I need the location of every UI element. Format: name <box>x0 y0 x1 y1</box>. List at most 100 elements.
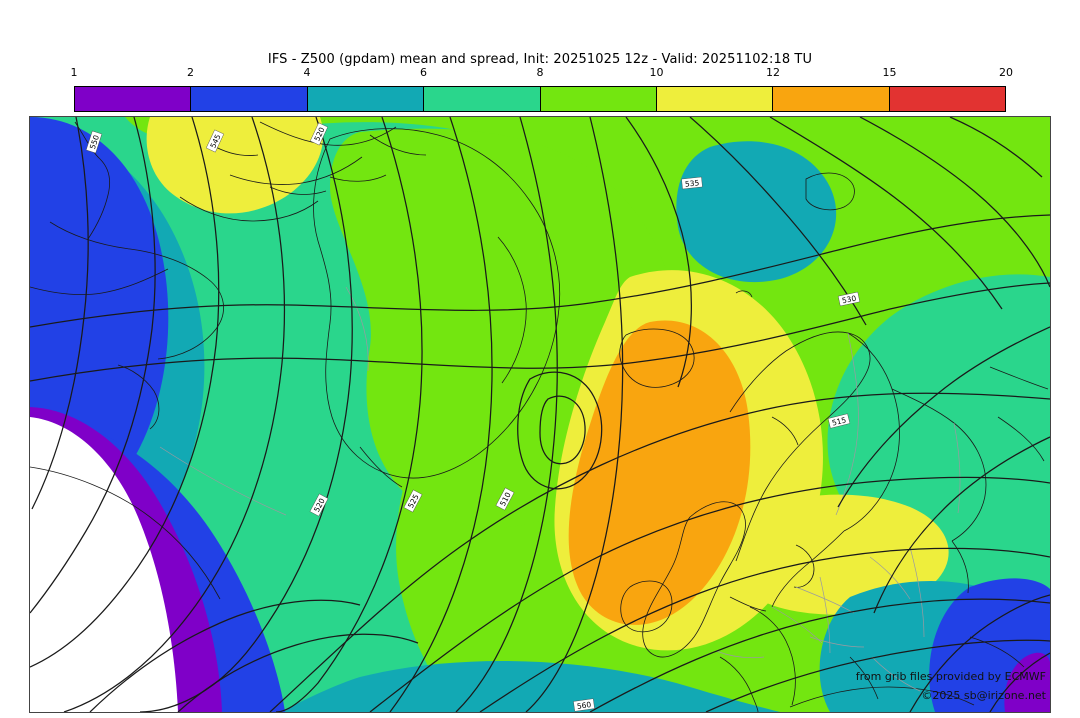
coastline-devon <box>229 156 363 185</box>
contour-525-a <box>455 117 558 712</box>
map-canvas[interactable]: 550 545 520 535 530 <box>29 116 1051 713</box>
coastline-archipelago-2 <box>269 186 327 195</box>
contour-520-zonal <box>30 214 1050 328</box>
coastline-baltic-states <box>951 540 969 594</box>
coastline-france <box>749 606 796 706</box>
contour-label-text: 550 <box>88 134 101 151</box>
colorbar-segment-10-12 <box>656 87 774 111</box>
coastline-norway-fjords <box>771 416 799 446</box>
coastline-hudson <box>30 268 169 295</box>
contour-label-text: 515 <box>831 415 847 427</box>
contour-555 <box>30 117 156 614</box>
colorbar-tick-7: 15 <box>882 66 897 79</box>
contour-ridge-greenland <box>625 117 692 388</box>
border-scandinavia <box>835 332 859 516</box>
coastline-sweden <box>843 332 900 532</box>
border-france-spain <box>715 650 765 659</box>
coastline-svalbard <box>805 172 855 211</box>
colorbar-segment-1-2 <box>75 87 192 111</box>
z500-contour-layer <box>30 117 1050 712</box>
contour-label-layer: 550 545 520 535 530 <box>85 122 861 712</box>
contour-arctic-ne-1 <box>769 117 1003 310</box>
contour-label-group: 550 <box>85 130 103 154</box>
coastline-archipelago-3 <box>329 174 387 182</box>
coastline-channel <box>729 596 767 612</box>
spread-band-1-2-southeast <box>1004 652 1050 712</box>
coastline-norway <box>729 331 871 562</box>
colorbar-tick-3: 6 <box>420 66 427 79</box>
coastline-labrador <box>49 221 224 360</box>
contour-label-group: 515 <box>827 413 851 429</box>
contour-ridge-arctic <box>689 117 867 326</box>
coastline-ellesmere <box>259 121 397 146</box>
coastline-iberia <box>719 656 759 712</box>
border-central-europe-1 <box>795 586 855 614</box>
coastline-italy <box>849 656 879 700</box>
coastline-mediterranean <box>789 686 975 708</box>
colorbar-tick-2: 4 <box>303 66 311 79</box>
contour-label-text: 560 <box>576 700 592 711</box>
coastline-greenland-south <box>359 446 403 488</box>
coastline-archipelago-4 <box>369 134 427 156</box>
coastline-greenland <box>313 128 561 479</box>
contour-535-zonal <box>369 476 1050 712</box>
coastline-newfoundland <box>117 364 160 430</box>
colorbar-segment-2-4 <box>191 87 308 111</box>
colorbar-tick-1: 2 <box>187 66 194 79</box>
colorbar-tick-4: 8 <box>536 66 544 79</box>
contour-label-group: 560 <box>573 698 595 712</box>
contour-560 <box>31 117 89 510</box>
contour-545 <box>63 117 286 712</box>
colorbar-swatches <box>74 86 1006 112</box>
coastline-russia-north <box>989 366 1049 390</box>
coastline-jan-mayen <box>735 290 753 298</box>
contour-sw-2 <box>177 633 419 712</box>
spread-shading-layer <box>30 117 1050 712</box>
colorbar-tick-8: 20 <box>999 66 1013 79</box>
colorbar-tick-labels: 1 2 4 6 8 10 12 15 20 <box>70 66 1014 82</box>
colorbar-segment-4-6 <box>307 87 425 111</box>
page-title: IFS - Z500 (gpdam) mean and spread, Init… <box>267 52 813 67</box>
spread-band-4-6-south <box>280 660 780 712</box>
coastline-black-sea <box>969 636 1025 668</box>
spread-band-10-12-arctic <box>146 117 324 214</box>
colorbar-segment-6-8 <box>424 87 541 111</box>
contour-label-group: 535 <box>681 176 703 190</box>
coastline-baltic <box>771 530 845 608</box>
colorbar-tick-6: 12 <box>766 66 780 79</box>
border-central-europe-2 <box>819 576 831 654</box>
colorbar-legend: 1 2 4 6 8 10 12 15 20 <box>70 66 1014 112</box>
contour-low-center-outer <box>517 371 603 490</box>
contour-label-group: 530 <box>837 291 861 307</box>
coastline-canada-south <box>30 466 221 600</box>
contour-east-1 <box>837 326 1050 508</box>
coastline-greenland-east-fjords <box>497 236 527 384</box>
coastline-denmark <box>793 544 815 588</box>
colorbar-segment-8-10 <box>540 87 657 111</box>
contour-550 <box>30 117 220 668</box>
border-balkans <box>871 656 921 692</box>
contour-535-a <box>275 117 423 712</box>
colorbar-segment-12-15 <box>773 87 890 111</box>
colorbar-tick-0: 1 <box>70 66 78 79</box>
border-canada-greenland <box>159 446 287 516</box>
contour-arctic-ne-2 <box>859 117 1050 288</box>
contour-east-2 <box>873 436 1050 614</box>
contour-low-center-inner <box>539 395 586 465</box>
credit-source: from grib files provided by ECMWF <box>855 670 1046 683</box>
contour-se-2 <box>989 652 1050 712</box>
contour-525-zonal <box>30 282 1050 382</box>
coastline-layer <box>30 121 1049 712</box>
border-greenland-interior <box>345 286 369 372</box>
contour-530-zonal <box>269 392 1050 712</box>
contour-530-a <box>389 117 493 712</box>
coastline-victoria <box>179 196 319 222</box>
border-eastern-europe <box>909 546 925 638</box>
spread-band-4-6-arctic-ne <box>676 141 837 283</box>
contour-550-zonal <box>705 639 1050 712</box>
colorbar-segment-15-20 <box>889 87 1005 111</box>
contour-sw-1 <box>89 599 361 712</box>
colorbar-tick-5: 10 <box>649 66 664 79</box>
contour-540-zonal <box>479 547 1050 712</box>
